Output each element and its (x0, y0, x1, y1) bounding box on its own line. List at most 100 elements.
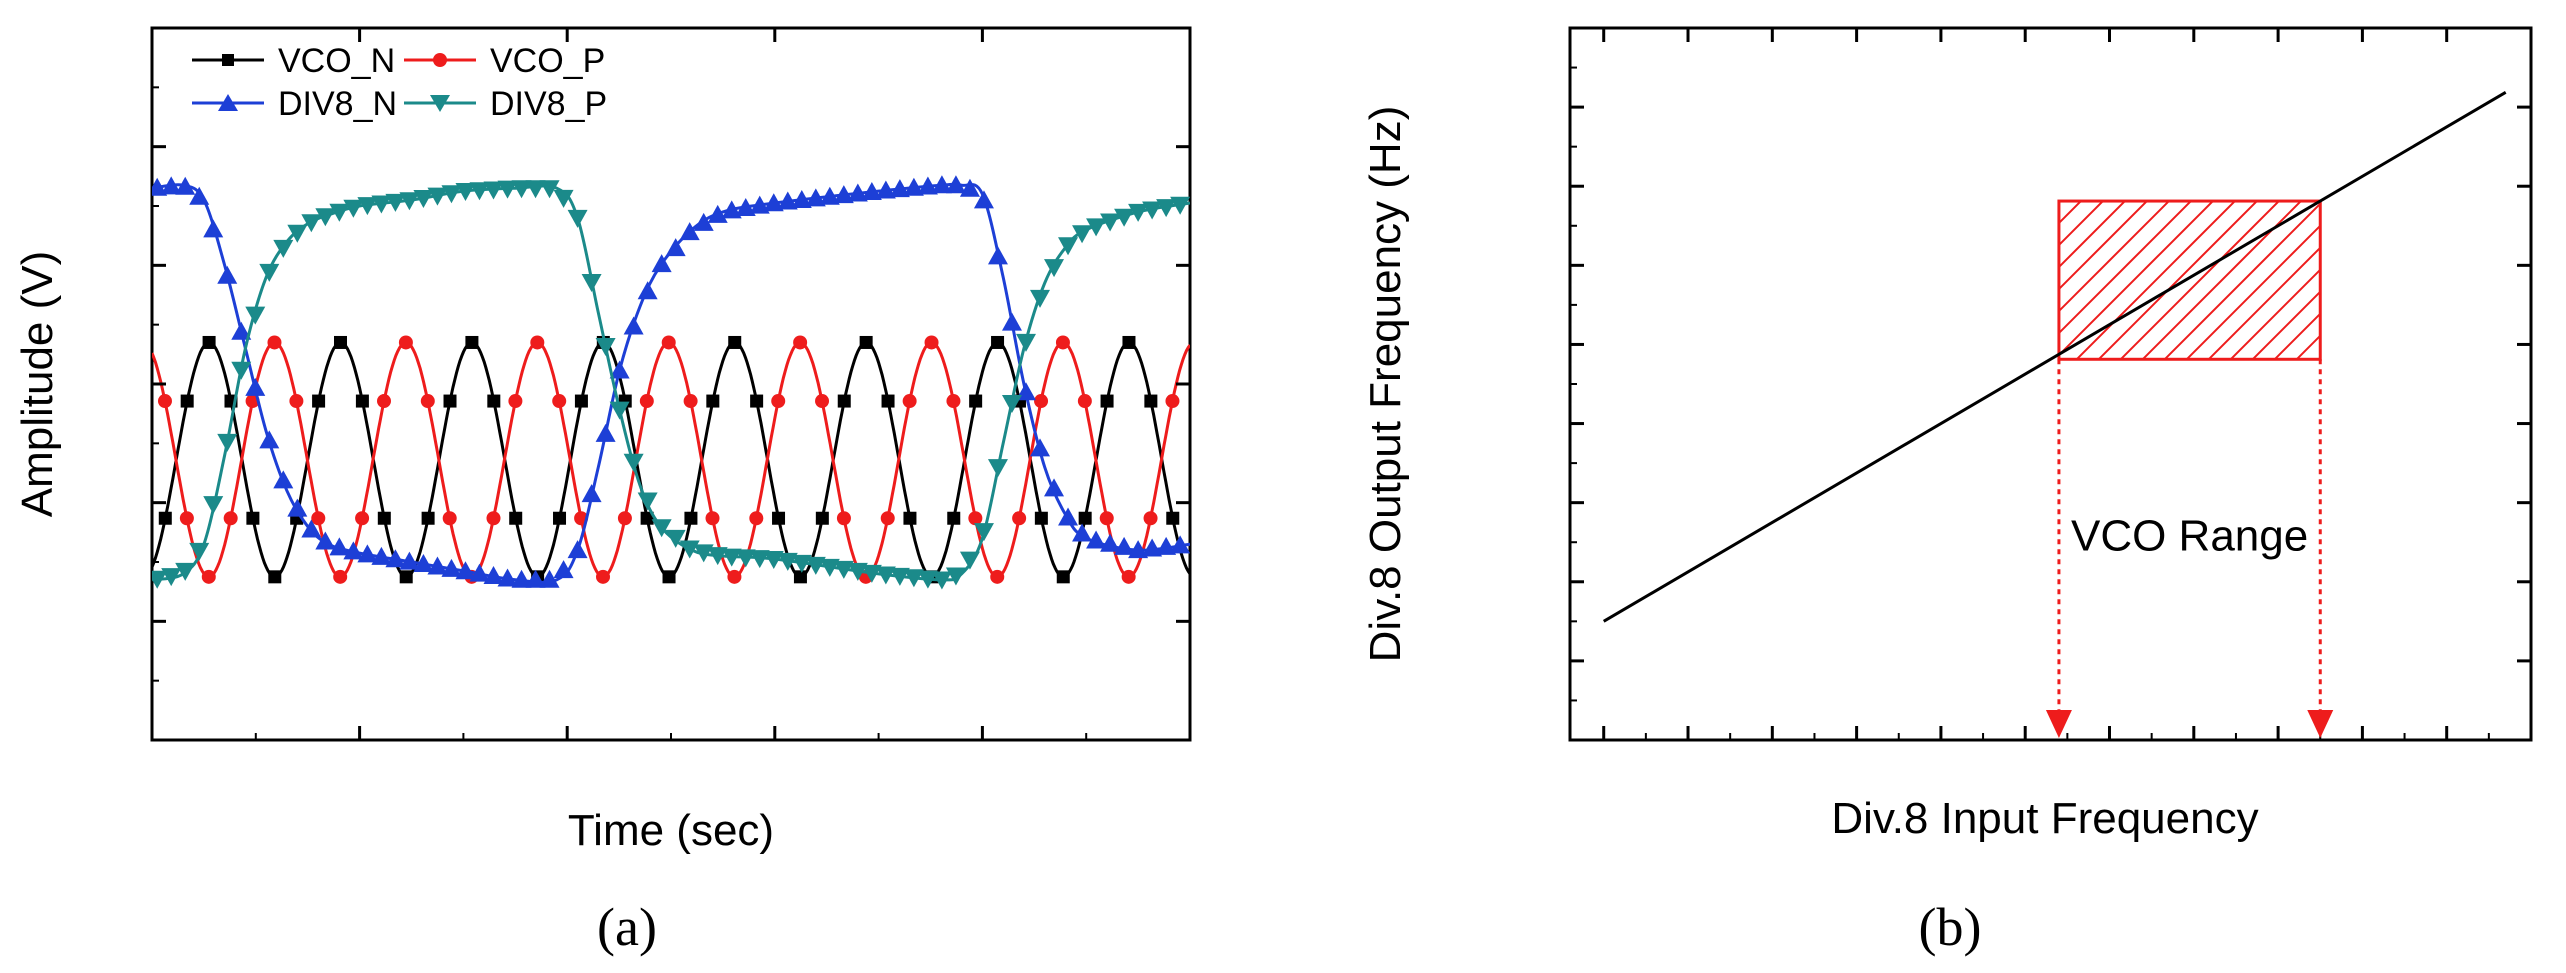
series-point-div8-p (189, 542, 210, 561)
series-point-div8-p (623, 453, 644, 472)
panel-a-y-axis-label: Amplitude (V) (13, 251, 62, 518)
series-point-div8-n (875, 180, 896, 199)
series-point-div8-n (623, 316, 644, 335)
series-point-vco-p (880, 511, 895, 526)
series-point-div8-n (791, 189, 812, 208)
series-point-vco-n (1144, 394, 1158, 408)
series-point-vco-n (991, 335, 1005, 349)
series-point-div8-p (1128, 203, 1149, 222)
vco-range-hatch-line (2076, 201, 2236, 360)
series-point-div8-n (567, 540, 588, 559)
series-point-vco-p (836, 511, 851, 526)
series-point-div8-p (987, 459, 1008, 478)
series-point-div8-n (1170, 535, 1190, 554)
series-point-div8-p (721, 548, 742, 567)
series-point-div8-p (343, 199, 364, 218)
series-point-div8-n (595, 423, 616, 442)
vco-range-annotation (2045, 199, 2334, 738)
series-point-vco-p (990, 569, 1005, 584)
series-point-vco-p (902, 394, 917, 409)
series-point-vco-p (420, 394, 435, 409)
series-point-div8-n (959, 178, 980, 197)
series-point-vco-n (1034, 511, 1048, 525)
series-line-vco-p (152, 340, 1190, 579)
series-point-div8-p (217, 433, 238, 452)
series-point-div8-p (511, 180, 532, 199)
series-point-div8-p (609, 401, 630, 420)
series-point-vco-p (771, 394, 786, 409)
series-point-vco-p (201, 569, 216, 584)
series-point-div8-p (1058, 237, 1079, 256)
vco-range-arrowhead (2307, 710, 2334, 738)
series-point-div8-p (861, 564, 882, 583)
panel-b-y-axis-label: Div.8 Output Frequency (Hz) (1361, 106, 1410, 663)
series-point-vco-p (617, 511, 632, 526)
series-point-vco-p (1165, 394, 1180, 409)
series-point-vco-n (640, 511, 654, 525)
series-point-div8-p (665, 529, 686, 548)
series-point-div8-p (259, 263, 280, 282)
series-point-div8-n (651, 254, 672, 273)
panel-a-plot-frame (150, 26, 1192, 742)
series-point-div8-p (833, 560, 854, 579)
series-point-div8-n (721, 200, 742, 219)
series-point-vco-n (837, 394, 851, 408)
series-point-div8-p (1030, 289, 1051, 308)
series-point-div8-n (371, 546, 392, 565)
series-point-div8-p (791, 554, 812, 573)
series-point-vco-n (815, 511, 829, 525)
series-point-div8-p (1044, 259, 1065, 278)
series-point-div8-n (287, 498, 308, 517)
series-point-vco-n (509, 511, 523, 525)
series-point-div8-n (833, 185, 854, 204)
series-point-div8-n (693, 212, 714, 231)
vco-range-hatch-line (2058, 201, 2214, 357)
vco-range-hatch (2058, 201, 2321, 360)
series-point-vco-p (333, 569, 348, 584)
series-point-div8-n (581, 484, 602, 503)
legend-marker-vco-n (222, 54, 234, 66)
series-point-vco-p (1143, 511, 1158, 526)
series-point-div8-p (693, 544, 714, 563)
series-point-div8-n (735, 198, 756, 217)
series-point-div8-n (553, 560, 574, 579)
series-point-vco-p (1077, 394, 1092, 409)
series-point-div8-p (553, 189, 574, 208)
series-point-vco-n (947, 511, 961, 525)
series-point-div8-n (525, 569, 546, 588)
series-point-vco-p (596, 569, 611, 584)
series-point-div8-n (1100, 533, 1121, 552)
series-point-div8-n (679, 222, 700, 241)
series-point-div8-n (1128, 540, 1149, 559)
series-point-div8-p (287, 224, 308, 243)
series-point-div8-n (1072, 523, 1093, 542)
series-point-vco-p (639, 394, 654, 409)
series-point-vco-n (334, 335, 348, 349)
series-point-div8-n (315, 531, 336, 550)
panel-b-caption-label: (b) (1919, 897, 1982, 957)
panel-a-x-axis-label: Time (sec) (568, 806, 774, 855)
series-point-div8-p (875, 566, 896, 585)
series-point-vco-n (684, 511, 698, 525)
series-point-vco-p (311, 511, 326, 526)
series-point-div8-n (889, 179, 910, 198)
series-point-div8-n (665, 238, 686, 257)
series-point-vco-p (924, 335, 939, 350)
panel-a-axes (150, 26, 1192, 742)
series-point-vco-n (377, 511, 391, 525)
series-point-div8-p (273, 239, 294, 258)
series-point-div8-n (357, 544, 378, 563)
series-point-div8-n (987, 246, 1008, 265)
series-point-vco-p (355, 511, 370, 526)
series-point-div8-n (749, 195, 770, 214)
series-point-div8-n (385, 549, 406, 568)
series-point-div8-n (217, 265, 238, 284)
legend-label-vco-n: VCO_N (278, 42, 395, 80)
series-point-div8-p (329, 203, 350, 222)
vco-range-hatch-line (2058, 201, 2060, 203)
series-point-vco-n (1078, 511, 1092, 525)
series-point-div8-p (1015, 333, 1036, 352)
series-point-div8-n (1044, 478, 1065, 497)
series-point-vco-n (859, 335, 873, 349)
series-point-div8-n (861, 181, 882, 200)
